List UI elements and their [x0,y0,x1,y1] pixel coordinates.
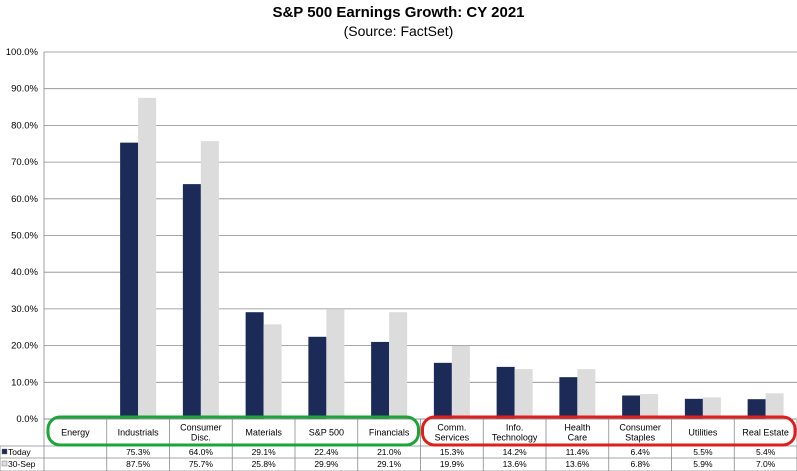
data-label: 64.0% [189,447,214,457]
bar-today [245,312,264,419]
bar-today [182,184,201,419]
data-label: 11.4% [566,447,590,457]
y-tick-label: 30.0% [11,304,38,315]
category-label: Real Estate [742,428,789,438]
data-label: 75.3% [126,447,151,457]
category-label: Consumer Staples [619,423,661,443]
y-tick-label: 70.0% [11,157,38,168]
bar-today [747,399,766,419]
bar-30-sep [138,97,157,419]
category-label: Industrials [118,428,160,438]
category-label: Materials [245,428,282,438]
legend-swatch [1,448,8,455]
bar-30-sep [200,141,219,419]
chart-subtitle: (Source: FactSet) [343,23,454,39]
data-label: 21.0% [377,447,402,457]
bar-30-sep [451,345,470,419]
bar-today [371,341,390,419]
bar-30-sep [389,312,408,419]
data-label: 29.1% [252,447,277,457]
red-highlight-outline [421,415,797,447]
bar-30-sep [514,369,533,419]
legend-label: Today [8,447,31,457]
data-label: 5.4% [756,447,776,457]
data-label: 25.8% [252,459,277,469]
y-tick-label: 20.0% [11,341,38,352]
category-label: Utilities [688,428,718,438]
category-label: Health Care [564,423,590,443]
category-label: Comm. Services [435,423,470,443]
data-label: 6.8% [630,459,650,469]
data-label: 6.4% [630,447,650,457]
legend-swatch [1,460,8,467]
bar-today [684,398,703,419]
y-tick-label: 80.0% [11,120,38,131]
bar-30-sep [765,393,784,419]
bar-today [120,142,139,420]
legend-label: 30-Sep [8,459,36,469]
bar-30-sep [577,369,596,419]
data-label: 29.9% [314,459,339,469]
data-label: 87.5% [126,459,151,469]
y-tick-label: 50.0% [11,231,38,242]
bar-today [622,395,641,419]
bar-30-sep [263,324,282,419]
data-label: 5.5% [693,447,713,457]
category-label: S&P 500 [309,428,344,438]
category-label: Financials [369,428,410,438]
category-label: Info. Technology [492,423,538,443]
y-tick-label: 0.0% [16,414,38,425]
data-label: 13.6% [503,459,528,469]
bar-today [433,362,452,419]
category-label: Consumer Disc. [180,423,222,443]
data-label: 29.1% [377,459,402,469]
data-label: 7.0% [756,459,776,469]
data-label: 14.2% [503,447,528,457]
data-label: 13.6% [565,459,590,469]
y-tick-label: 10.0% [11,377,38,388]
category-label: Energy [61,428,90,438]
y-tick-label: 40.0% [11,267,38,278]
bar-30-sep [702,397,721,419]
data-label: 22.4% [314,447,339,457]
data-label: 75.7% [189,459,214,469]
bar-30-sep [640,394,659,419]
bar-30-sep [326,309,345,419]
y-tick-label: 100.0% [6,47,39,58]
data-label: 19.9% [440,459,465,469]
y-tick-label: 90.0% [11,84,38,95]
bar-today [559,377,578,419]
chart-title: S&P 500 Earnings Growth: CY 2021 [272,4,525,21]
data-label: 15.3% [440,447,465,457]
green-highlight-outline [46,415,420,447]
bar-today [496,366,515,419]
y-tick-label: 60.0% [11,194,38,205]
bar-today [308,336,327,419]
data-label: 5.9% [693,459,713,469]
